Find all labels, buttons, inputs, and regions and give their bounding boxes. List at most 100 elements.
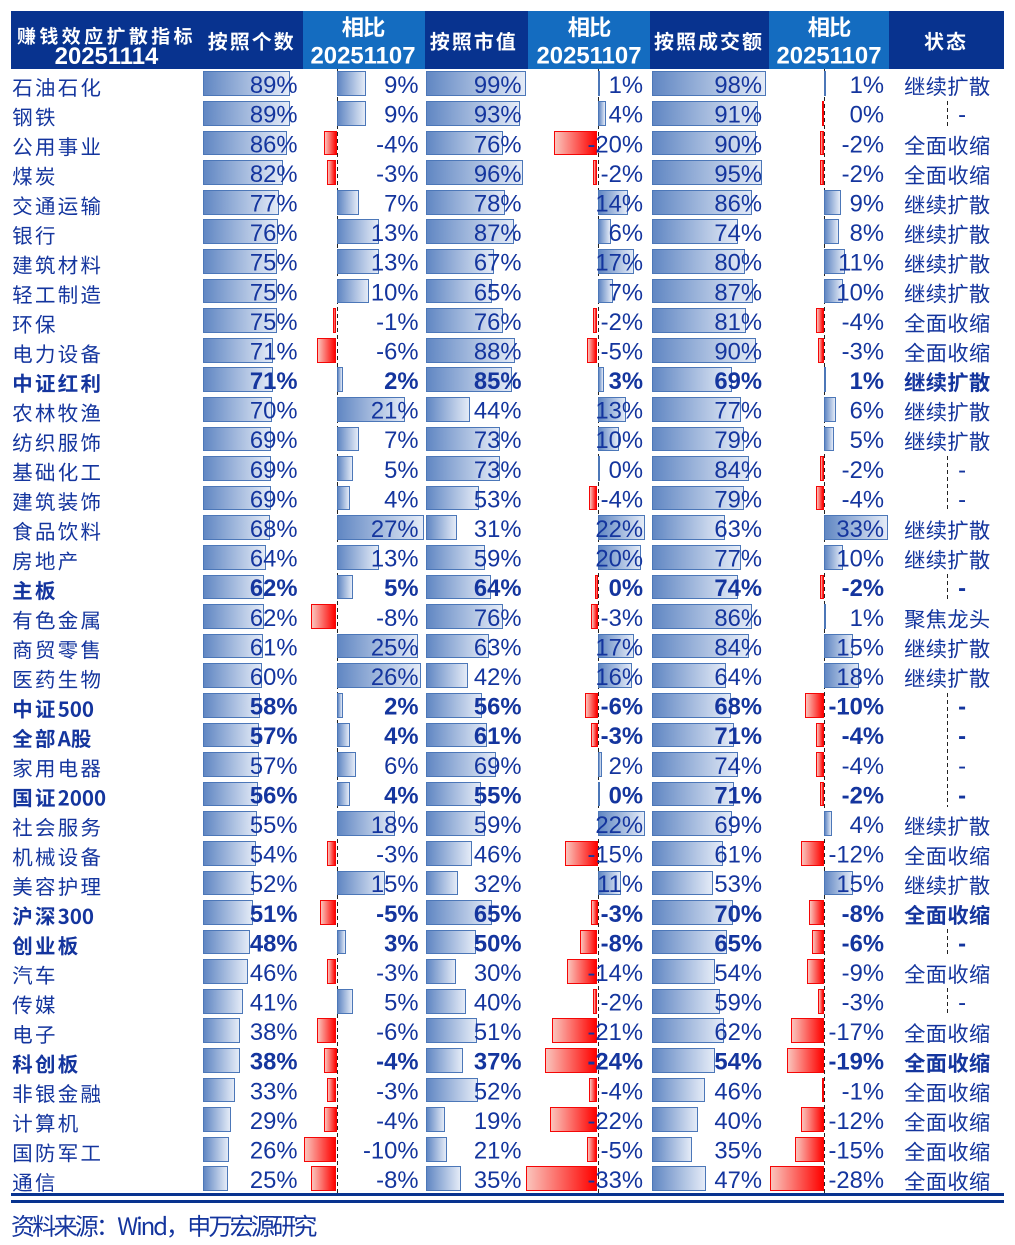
svg-text:20251114: 20251114 xyxy=(55,43,159,70)
svg-text:-: - xyxy=(958,575,966,602)
svg-text:-3%: -3% xyxy=(601,723,643,750)
svg-text:51%: 51% xyxy=(250,901,298,928)
svg-text:-10%: -10% xyxy=(828,694,884,721)
svg-text:14%: 14% xyxy=(595,191,643,218)
svg-text:3%: 3% xyxy=(609,368,643,395)
svg-text:-3%: -3% xyxy=(842,339,884,366)
svg-text:-1%: -1% xyxy=(376,309,418,336)
svg-text:7%: 7% xyxy=(609,279,643,306)
svg-text:69%: 69% xyxy=(474,753,522,780)
svg-text:89%: 89% xyxy=(250,72,298,99)
svg-text:-3%: -3% xyxy=(376,960,418,987)
svg-text:80%: 80% xyxy=(714,250,762,277)
svg-text:59%: 59% xyxy=(474,546,522,573)
svg-text:-: - xyxy=(958,930,966,957)
svg-text:7%: 7% xyxy=(384,427,418,454)
svg-text:89%: 89% xyxy=(250,102,298,129)
svg-text:-: - xyxy=(958,102,966,129)
svg-text:25%: 25% xyxy=(371,634,419,661)
svg-text:68%: 68% xyxy=(250,516,298,543)
svg-text:-4%: -4% xyxy=(842,753,884,780)
svg-text:5%: 5% xyxy=(384,575,418,602)
svg-text:53%: 53% xyxy=(474,486,522,513)
svg-text:62%: 62% xyxy=(250,575,298,602)
svg-text:10%: 10% xyxy=(836,279,884,306)
svg-text:70%: 70% xyxy=(714,901,762,928)
svg-text:54%: 54% xyxy=(714,1049,762,1076)
svg-text:26%: 26% xyxy=(371,664,419,691)
svg-text:-24%: -24% xyxy=(587,1049,643,1076)
svg-text:61%: 61% xyxy=(250,634,298,661)
svg-text:48%: 48% xyxy=(250,930,298,957)
svg-text:-3%: -3% xyxy=(376,1078,418,1105)
svg-text:9%: 9% xyxy=(850,191,884,218)
svg-text:58%: 58% xyxy=(250,694,298,721)
svg-text:90%: 90% xyxy=(714,131,762,158)
svg-text:-6%: -6% xyxy=(842,930,884,957)
svg-text:22%: 22% xyxy=(595,812,643,839)
svg-text:57%: 57% xyxy=(250,723,298,750)
svg-text:44%: 44% xyxy=(474,398,522,425)
svg-text:4%: 4% xyxy=(384,782,418,809)
svg-text:60%: 60% xyxy=(250,664,298,691)
svg-text:-3%: -3% xyxy=(376,161,418,188)
svg-text:61%: 61% xyxy=(714,842,762,869)
svg-text:-20%: -20% xyxy=(587,131,643,158)
svg-text:62%: 62% xyxy=(250,605,298,632)
svg-text:35%: 35% xyxy=(714,1138,762,1165)
svg-text:54%: 54% xyxy=(714,960,762,987)
svg-text:31%: 31% xyxy=(474,516,522,543)
svg-text:-19%: -19% xyxy=(828,1049,884,1076)
svg-text:71%: 71% xyxy=(250,339,298,366)
svg-text:75%: 75% xyxy=(250,309,298,336)
svg-text:33%: 33% xyxy=(836,516,884,543)
svg-text:35%: 35% xyxy=(474,1167,522,1194)
svg-text:-15%: -15% xyxy=(828,1138,884,1165)
svg-text:69%: 69% xyxy=(250,486,298,513)
svg-text:91%: 91% xyxy=(714,102,762,129)
svg-text:64%: 64% xyxy=(714,664,762,691)
svg-text:74%: 74% xyxy=(714,575,762,602)
svg-text:-5%: -5% xyxy=(601,339,643,366)
svg-text:22%: 22% xyxy=(595,516,643,543)
svg-text:4%: 4% xyxy=(384,486,418,513)
svg-text:-2%: -2% xyxy=(601,309,643,336)
svg-text:67%: 67% xyxy=(474,250,522,277)
svg-text:13%: 13% xyxy=(371,220,419,247)
svg-text:1%: 1% xyxy=(850,605,884,632)
svg-text:-4%: -4% xyxy=(842,486,884,513)
svg-text:2%: 2% xyxy=(609,753,643,780)
svg-text:30%: 30% xyxy=(474,960,522,987)
svg-text:86%: 86% xyxy=(714,191,762,218)
svg-text:38%: 38% xyxy=(250,1049,298,1076)
svg-text:85%: 85% xyxy=(474,368,522,395)
svg-text:53%: 53% xyxy=(714,871,762,898)
svg-text:6%: 6% xyxy=(384,753,418,780)
svg-text:20251107: 20251107 xyxy=(777,43,882,70)
svg-text:63%: 63% xyxy=(474,634,522,661)
svg-text:86%: 86% xyxy=(250,131,298,158)
svg-text:74%: 74% xyxy=(714,753,762,780)
svg-text:50%: 50% xyxy=(474,930,522,957)
svg-text:-: - xyxy=(958,486,966,513)
svg-text:4%: 4% xyxy=(384,723,418,750)
svg-text:87%: 87% xyxy=(714,279,762,306)
svg-text:15%: 15% xyxy=(836,871,884,898)
svg-text:-21%: -21% xyxy=(587,1019,643,1046)
svg-text:-5%: -5% xyxy=(601,1138,643,1165)
svg-text:77%: 77% xyxy=(250,191,298,218)
svg-text:87%: 87% xyxy=(474,220,522,247)
svg-text:10%: 10% xyxy=(371,279,419,306)
svg-text:69%: 69% xyxy=(714,368,762,395)
svg-text:73%: 73% xyxy=(474,427,522,454)
svg-text:79%: 79% xyxy=(714,427,762,454)
svg-text:2%: 2% xyxy=(384,694,418,721)
svg-text:15%: 15% xyxy=(836,634,884,661)
svg-text:-6%: -6% xyxy=(376,339,418,366)
svg-text:-4%: -4% xyxy=(376,131,418,158)
svg-text:-17%: -17% xyxy=(828,1019,884,1046)
svg-text:99%: 99% xyxy=(474,72,522,99)
svg-text:10%: 10% xyxy=(595,427,643,454)
svg-text:98%: 98% xyxy=(714,72,762,99)
svg-text:79%: 79% xyxy=(714,486,762,513)
